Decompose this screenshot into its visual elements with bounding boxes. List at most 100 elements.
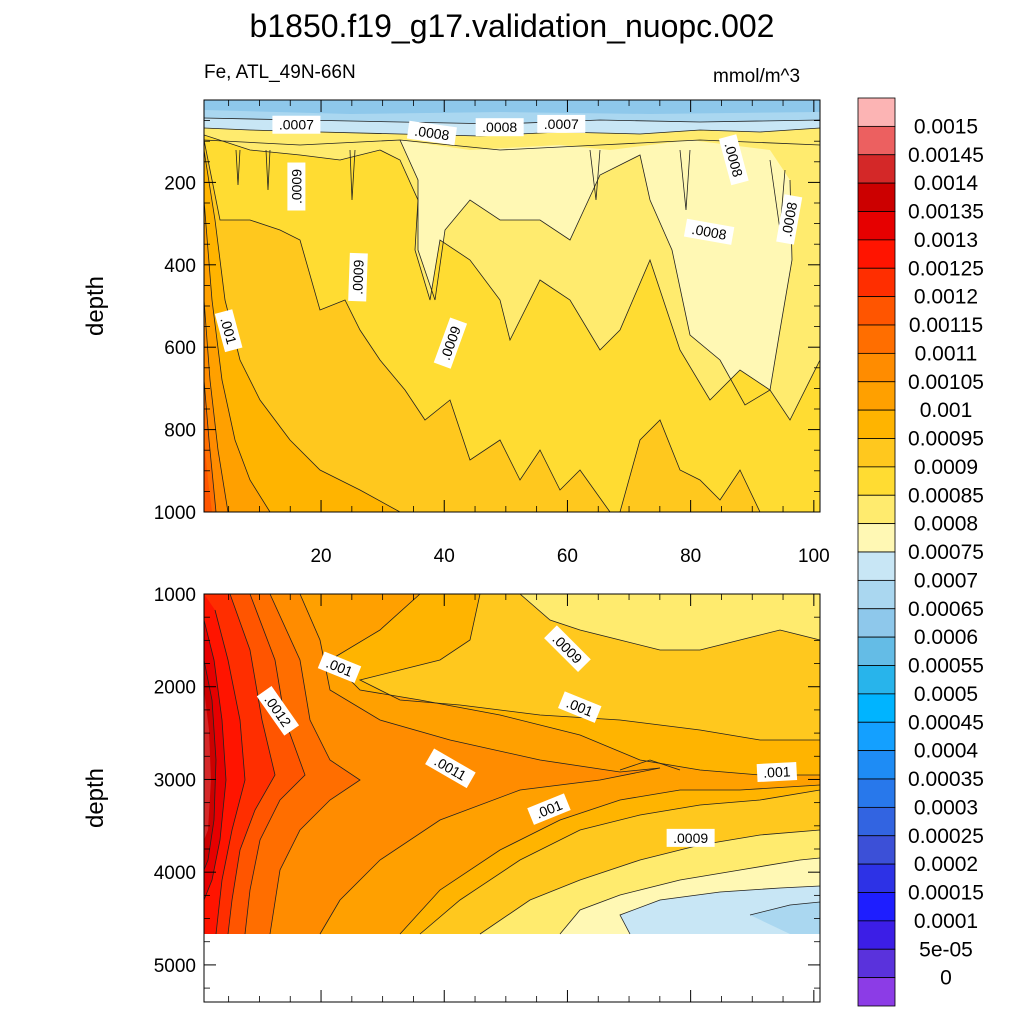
fill-0p00115 xyxy=(204,440,212,512)
colorbar-box xyxy=(857,125,896,156)
colorbar-box xyxy=(857,806,896,837)
lower-plot-frame xyxy=(203,593,821,1003)
colorbar-label: 0.00045 xyxy=(908,711,984,734)
contour-label-bg xyxy=(287,162,306,211)
colorbar-box xyxy=(857,920,896,950)
lower-axes: 1000 2000 3000 4000 5000 depth xyxy=(82,585,820,1002)
fill-0p0009-right xyxy=(620,420,760,512)
fill-0p00075 xyxy=(400,140,792,405)
colorbar-label: 0.00145 xyxy=(908,144,984,167)
chart-title: b1850.f19_g17.validation_nuopc.002 xyxy=(249,8,775,44)
contour-label-bg xyxy=(537,114,586,133)
contour-label: .001 xyxy=(558,691,602,723)
contour-label-bg xyxy=(475,118,524,137)
y-tick-label: 800 xyxy=(164,421,196,442)
colorbar-label: 0.0007 xyxy=(914,569,978,592)
contour-label: .0007 xyxy=(537,114,586,133)
contour-label-bg xyxy=(666,828,715,847)
contour-label-text: .0009 xyxy=(288,169,304,204)
contour-label-bg xyxy=(272,115,321,134)
contour-label: .0011 xyxy=(425,748,476,789)
contour-label: .0009 xyxy=(666,828,715,847)
colorbar-label: 0.00055 xyxy=(908,655,984,678)
colorbar: 0.0015 0.00145 0.0014 0.00135 0.0013 0.00125 0… xyxy=(857,97,984,1007)
colorbar-label: 0.0015 xyxy=(914,115,978,138)
colorbar-box xyxy=(857,863,896,893)
y-tick-label: 400 xyxy=(164,256,196,277)
lower-panel: .001.0009.0012.001.0011.001.001.0009 100… xyxy=(82,585,821,1003)
colorbar-box xyxy=(857,977,896,1007)
x-tick-label: 100 xyxy=(798,546,830,567)
y-tick-label: 1000 xyxy=(154,585,196,606)
colorbar-box xyxy=(857,835,896,865)
no-data-region xyxy=(204,934,820,1002)
contour-label-bg xyxy=(406,120,457,146)
colorbar-box xyxy=(857,892,896,922)
contour-label-text: .0008 xyxy=(413,123,450,144)
contour-label: .0009 xyxy=(348,252,368,302)
colorbar-box xyxy=(857,182,896,212)
colorbar-box xyxy=(857,523,896,553)
colorbar-label: 0.00035 xyxy=(908,768,984,791)
colorbar-box xyxy=(857,778,896,808)
contour-label: .001 xyxy=(317,651,362,684)
contour-label: .0008 xyxy=(683,218,735,245)
colorbar-box xyxy=(857,324,896,354)
contour-label-text: .0008 xyxy=(778,201,800,238)
colorbar-label: 0.00085 xyxy=(908,484,984,507)
colorbar-label: 5e-05 xyxy=(919,938,973,961)
colorbar-box xyxy=(857,154,896,184)
y-tick-label: 3000 xyxy=(154,770,196,791)
colorbar-label: 0.0001 xyxy=(914,910,978,933)
colorbar-box xyxy=(857,750,896,780)
y-tick-label: 2000 xyxy=(154,678,196,699)
colorbar-box xyxy=(857,267,896,298)
colorbar-label: 0.001 xyxy=(920,399,973,422)
contour-label-text: .0008 xyxy=(482,119,517,135)
upper-axes: 200 400 600 800 1000 20 40 60 80 100 depth xyxy=(82,99,830,567)
lower-contour-lines xyxy=(204,594,820,935)
colorbar-box xyxy=(857,636,896,666)
contour-label: .001 xyxy=(756,762,798,783)
fill-0p00065-deep xyxy=(750,902,820,934)
colorbar-label: 0.0011 xyxy=(915,342,978,365)
colorbar-box xyxy=(857,352,896,383)
contour-label-bg xyxy=(776,194,803,245)
colorbar-label: 0.00125 xyxy=(908,257,984,280)
fill-0p001 xyxy=(204,200,270,512)
colorbar-label: 0.0003 xyxy=(914,796,978,819)
contour-label: .0008 xyxy=(776,194,803,245)
colorbar-box xyxy=(857,551,896,581)
colorbar-label: 0.0002 xyxy=(914,853,978,876)
colorbar-box xyxy=(857,296,896,326)
colorbar-box xyxy=(857,381,896,411)
contour-label: .0009 xyxy=(544,625,591,673)
y-tick-label: 1000 xyxy=(154,503,196,524)
colorbar-box xyxy=(857,948,896,979)
contour-label-text: .0007 xyxy=(279,117,314,133)
contour-label-text: .001 xyxy=(217,315,240,346)
contour-label-bg xyxy=(256,686,300,736)
colorbar-label: 0.0014 xyxy=(914,172,979,195)
colorbar-label: 0.0006 xyxy=(914,626,978,649)
colorbar-label: 0 xyxy=(940,967,952,990)
x-tick-label: 60 xyxy=(557,546,578,567)
colorbar-box xyxy=(857,665,896,695)
fill-0p0009 xyxy=(204,140,610,512)
y-tick-label: 200 xyxy=(164,173,196,194)
colorbar-label: 0.00135 xyxy=(908,201,984,224)
colorbar-label: 0.0005 xyxy=(914,683,978,706)
contour-label-bg xyxy=(317,651,362,684)
contour-label: .0008 xyxy=(475,118,524,137)
colorbar-label: 0.00025 xyxy=(908,825,984,848)
contour-label-text: .0008 xyxy=(690,221,727,243)
colorbar-label: 0.00115 xyxy=(909,314,983,337)
contour-label-bg xyxy=(348,252,368,302)
contour-label-bg xyxy=(425,748,476,789)
lower-contour-labels: .001.0009.0012.001.0011.001.001.0009 xyxy=(256,625,798,847)
contour-label-text: .0009 xyxy=(349,259,366,295)
contour-label-bg xyxy=(214,309,243,353)
contour-label-bg xyxy=(544,625,591,673)
colorbar-box xyxy=(857,579,896,610)
colorbar-label: 0.00095 xyxy=(908,428,984,451)
